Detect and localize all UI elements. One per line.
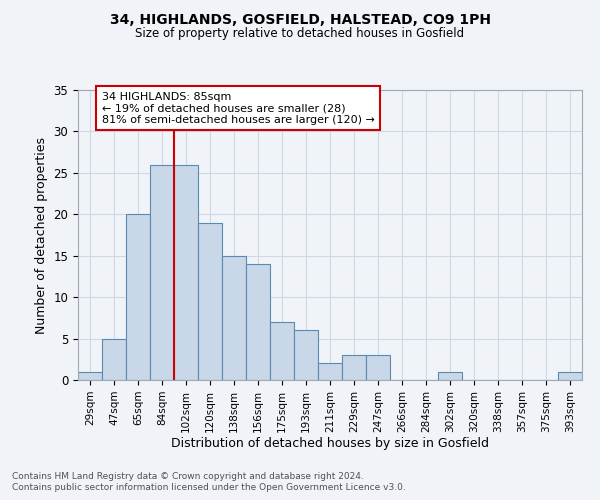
Bar [558, 372, 582, 380]
Bar [102, 338, 126, 380]
Bar [246, 264, 270, 380]
Bar [174, 164, 198, 380]
Bar [342, 355, 366, 380]
Bar [150, 164, 174, 380]
Bar [294, 330, 318, 380]
Bar [318, 364, 342, 380]
Bar [78, 372, 102, 380]
Text: 34, HIGHLANDS, GOSFIELD, HALSTEAD, CO9 1PH: 34, HIGHLANDS, GOSFIELD, HALSTEAD, CO9 1… [110, 12, 491, 26]
Bar [366, 355, 390, 380]
Bar [126, 214, 150, 380]
Bar [270, 322, 294, 380]
Text: Size of property relative to detached houses in Gosfield: Size of property relative to detached ho… [136, 28, 464, 40]
Bar [198, 222, 222, 380]
Text: 34 HIGHLANDS: 85sqm
← 19% of detached houses are smaller (28)
81% of semi-detach: 34 HIGHLANDS: 85sqm ← 19% of detached ho… [102, 92, 375, 125]
X-axis label: Distribution of detached houses by size in Gosfield: Distribution of detached houses by size … [171, 438, 489, 450]
Text: Contains public sector information licensed under the Open Government Licence v3: Contains public sector information licen… [12, 483, 406, 492]
Bar [222, 256, 246, 380]
Y-axis label: Number of detached properties: Number of detached properties [35, 136, 48, 334]
Text: Contains HM Land Registry data © Crown copyright and database right 2024.: Contains HM Land Registry data © Crown c… [12, 472, 364, 481]
Bar [438, 372, 462, 380]
